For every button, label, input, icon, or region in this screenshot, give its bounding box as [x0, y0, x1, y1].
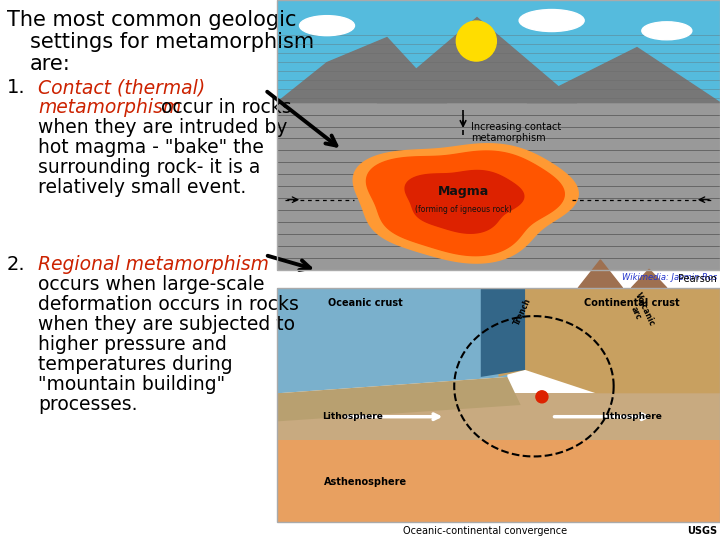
- Polygon shape: [498, 288, 720, 393]
- Text: Contact (thermal): Contact (thermal): [38, 78, 205, 97]
- Bar: [277, 393, 720, 440]
- Text: hot magma - "bake" the: hot magma - "bake" the: [38, 138, 264, 157]
- Text: Lithosphere: Lithosphere: [601, 412, 662, 421]
- Text: Continental crust: Continental crust: [584, 298, 679, 308]
- Text: 2.: 2.: [7, 255, 26, 274]
- Bar: [277, 288, 720, 522]
- Text: The most common geologic: The most common geologic: [7, 10, 297, 30]
- Polygon shape: [354, 144, 578, 263]
- Text: metamorphism: metamorphism: [38, 98, 181, 117]
- Ellipse shape: [519, 10, 584, 31]
- Text: Pearson: Pearson: [678, 274, 717, 284]
- Polygon shape: [377, 18, 577, 103]
- Bar: [277, 0, 720, 270]
- Circle shape: [536, 391, 548, 403]
- Text: when they are subjected to: when they are subjected to: [38, 315, 295, 334]
- Ellipse shape: [300, 16, 354, 36]
- Polygon shape: [277, 377, 521, 421]
- Text: temperatures during: temperatures during: [38, 355, 233, 374]
- Text: USGS: USGS: [687, 526, 717, 536]
- Text: Oceanic-continental convergence: Oceanic-continental convergence: [403, 526, 567, 536]
- Text: (forming of igneous rock): (forming of igneous rock): [415, 205, 511, 214]
- Text: Lithosphere: Lithosphere: [322, 412, 383, 421]
- Ellipse shape: [642, 22, 692, 40]
- Text: occurs when large-scale: occurs when large-scale: [38, 275, 264, 294]
- Text: Oceanic crust: Oceanic crust: [328, 298, 403, 308]
- Text: deformation occurs in rocks: deformation occurs in rocks: [38, 295, 299, 314]
- Text: Regional metamorphism: Regional metamorphism: [38, 255, 269, 274]
- Text: occur in rocks: occur in rocks: [155, 98, 292, 117]
- Circle shape: [456, 21, 496, 61]
- Text: Magma: Magma: [438, 185, 489, 198]
- Text: "mountain building": "mountain building": [38, 375, 225, 394]
- Text: relatively small event.: relatively small event.: [38, 178, 246, 197]
- Polygon shape: [578, 260, 623, 288]
- Polygon shape: [405, 171, 524, 233]
- Bar: [277, 440, 720, 522]
- Text: Asthenosphere: Asthenosphere: [324, 477, 408, 487]
- Text: are:: are:: [30, 54, 71, 74]
- Bar: [277, 103, 720, 270]
- Bar: [277, 0, 720, 103]
- Polygon shape: [527, 48, 720, 103]
- Text: Increasing contact
metamorphism: Increasing contact metamorphism: [471, 122, 562, 144]
- Polygon shape: [277, 288, 508, 393]
- Text: 1.: 1.: [7, 78, 26, 97]
- Polygon shape: [277, 38, 447, 103]
- Text: when they are intruded by: when they are intruded by: [38, 118, 287, 137]
- Text: higher pressure and: higher pressure and: [38, 335, 227, 354]
- Text: settings for metamorphism: settings for metamorphism: [30, 32, 314, 52]
- Text: Wikimedia: Jasmin Ros: Wikimedia: Jasmin Ros: [622, 273, 717, 282]
- Polygon shape: [481, 288, 525, 377]
- Text: processes.: processes.: [38, 395, 138, 414]
- Polygon shape: [366, 151, 564, 255]
- Text: Volcanic
arc: Volcanic arc: [624, 291, 657, 332]
- Text: surrounding rock- it is a: surrounding rock- it is a: [38, 158, 261, 177]
- Text: Trench: Trench: [513, 296, 533, 327]
- Polygon shape: [631, 269, 667, 288]
